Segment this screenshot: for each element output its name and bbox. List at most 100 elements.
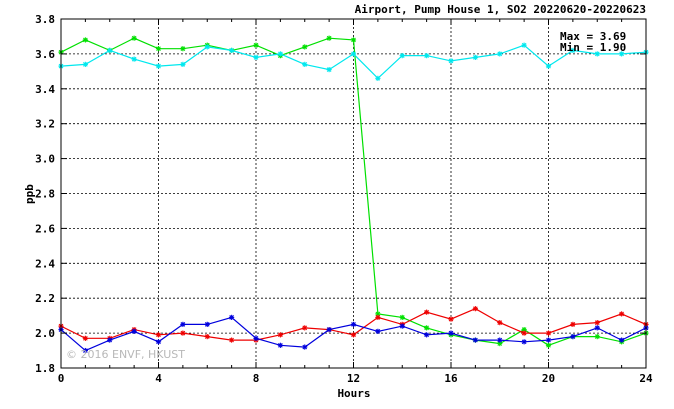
data-point (472, 54, 478, 60)
data-point (350, 332, 357, 338)
data-point (545, 342, 552, 348)
data-point (472, 306, 478, 312)
data-point (131, 35, 137, 41)
data-point (155, 46, 162, 52)
y-tick-label: 2.0 (35, 327, 55, 340)
min-annotation: Min = 1.90 (560, 41, 626, 54)
y-tick-label: 3.8 (35, 13, 55, 26)
data-point (375, 75, 381, 81)
data-point (277, 51, 283, 57)
data-point (545, 330, 552, 336)
data-point (131, 328, 137, 334)
axis-ticks (60, 18, 647, 369)
data-point (82, 335, 88, 341)
data-point (253, 335, 259, 341)
data-point (82, 37, 88, 43)
data-point (399, 53, 405, 59)
data-point (350, 321, 357, 327)
data-point (594, 333, 600, 340)
y-axis-label: ppb (23, 184, 36, 204)
x-tick-label: 20 (542, 372, 555, 385)
data-point (448, 58, 454, 64)
data-point (180, 321, 186, 327)
data-point (229, 337, 235, 343)
data-point (350, 37, 357, 43)
data-point (155, 63, 162, 69)
data-point (545, 63, 552, 69)
data-point (399, 314, 405, 320)
data-point (253, 42, 259, 48)
data-point (155, 332, 162, 338)
data-point (155, 339, 162, 345)
grid-lines (61, 19, 646, 368)
data-point (204, 333, 210, 340)
y-tick-label: 2.6 (35, 222, 55, 235)
data-point (594, 320, 600, 326)
data-point (594, 51, 600, 57)
data-point (545, 337, 552, 343)
data-point (82, 61, 88, 67)
x-tick-label: 12 (347, 372, 360, 385)
data-point (497, 337, 503, 343)
data-point (107, 47, 113, 54)
y-tick-label: 3.6 (35, 48, 55, 61)
data-point (521, 339, 527, 345)
x-axis-label: Hours (337, 387, 370, 400)
data-point (375, 328, 381, 334)
y-tick-label: 1.8 (35, 362, 55, 375)
data-point (472, 337, 478, 343)
y-tick-label: 2.4 (35, 257, 55, 270)
x-tick-label: 0 (58, 372, 65, 385)
data-point (594, 325, 600, 331)
data-point (107, 337, 113, 343)
data-point (619, 311, 625, 317)
data-point (302, 325, 308, 331)
data-point (180, 330, 186, 336)
y-tick-label: 2.8 (35, 188, 55, 201)
data-point (375, 314, 381, 320)
x-tick-label: 16 (444, 372, 458, 385)
data-point (619, 337, 625, 343)
data-point (448, 316, 454, 322)
x-tick-label: 4 (155, 372, 162, 385)
data-point (448, 330, 454, 336)
data-point (180, 61, 186, 67)
series-line-2 (60, 44, 647, 80)
data-point (521, 330, 527, 336)
data-point (424, 325, 430, 331)
watermark: © 2016 ENVF, HKUST (66, 348, 185, 361)
data-point (424, 309, 430, 315)
data-point (277, 332, 283, 338)
data-point (326, 67, 332, 73)
y-tick-label: 3.2 (35, 118, 55, 131)
y-tick-label: 3.4 (35, 83, 55, 96)
data-point (253, 54, 259, 60)
data-point (277, 342, 283, 348)
chart-title: Airport, Pump House 1, SO2 20220620-2022… (355, 3, 646, 16)
data-point (229, 47, 235, 54)
data-point (497, 320, 503, 326)
data-point (229, 314, 235, 320)
data-point (497, 51, 503, 57)
data-point (326, 327, 332, 333)
data-point (399, 323, 405, 329)
tick-labels: 1.8 2.0 2.2 2.4 2.6 2.8 3.0 3.2 3.4 3.6 3.8 0 4 8 12 16… (35, 13, 653, 385)
data-point (350, 51, 357, 57)
data-point (570, 321, 576, 327)
x-tick-label: 24 (639, 372, 653, 385)
data-point (204, 44, 210, 50)
series-layer (58, 35, 649, 354)
y-tick-label: 3.0 (35, 153, 55, 166)
data-point (521, 42, 527, 48)
y-tick-label: 2.2 (35, 292, 55, 305)
data-point (424, 53, 430, 59)
data-point (424, 332, 430, 338)
data-point (180, 46, 186, 52)
data-point (570, 333, 576, 340)
data-point (570, 47, 576, 54)
data-point (82, 347, 88, 354)
data-point (302, 44, 308, 50)
x-tick-label: 8 (253, 372, 260, 385)
data-point (497, 340, 503, 347)
data-point (619, 51, 625, 57)
